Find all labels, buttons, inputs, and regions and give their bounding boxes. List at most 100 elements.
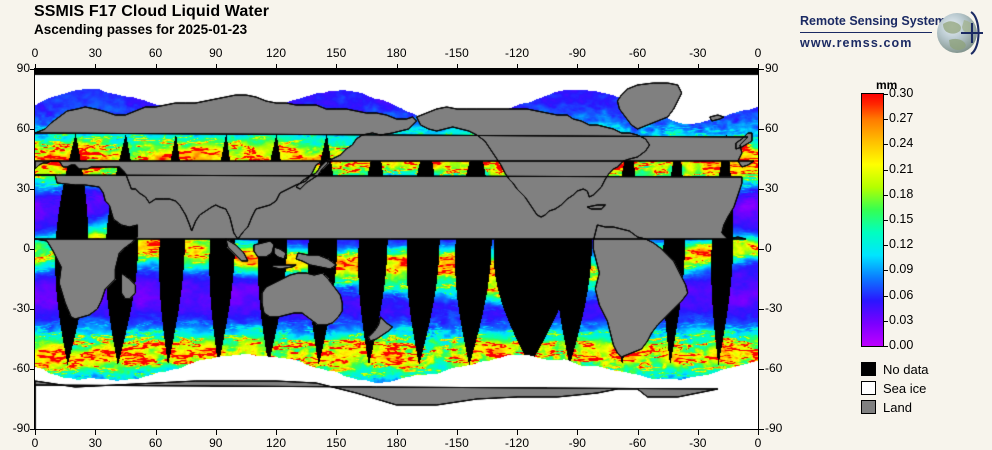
logo-divider [800, 32, 932, 33]
x-axis-label: 90 [209, 46, 223, 60]
colorbar-tick-label: 0.30 [889, 86, 914, 100]
y-tick-mark [759, 369, 764, 370]
y-tick-mark [759, 309, 764, 310]
map-plot-area[interactable] [34, 68, 759, 430]
x-axis-label: -120 [504, 436, 530, 450]
colorbar-tick-label: 0.00 [889, 338, 914, 352]
x-tick-mark [697, 64, 699, 69]
x-axis-label: 180 [386, 436, 407, 450]
x-axis-label: 120 [265, 46, 287, 60]
globe-icon [931, 6, 985, 65]
x-tick-mark [577, 64, 579, 69]
y-axis-label: -30 [765, 301, 783, 315]
map-legend: No data Sea ice Land [861, 360, 929, 417]
x-tick-mark [276, 64, 277, 69]
x-axis-label: -90 [568, 46, 586, 60]
colorbar-tick-label: 0.03 [889, 312, 914, 327]
x-axis-label: -60 [628, 46, 647, 60]
x-tick-mark [637, 64, 639, 69]
x-axis-label: 150 [326, 436, 347, 450]
y-axis-label: -60 [765, 361, 783, 375]
colorbar-tick-mark [883, 94, 888, 95]
x-tick-mark [637, 430, 639, 435]
y-tick-mark [30, 249, 35, 250]
x-tick-mark [577, 430, 579, 435]
cloud-liquid-water-heatmap [35, 69, 758, 429]
y-tick-mark [759, 189, 764, 190]
colorbar-tick-label: 0.12 [889, 237, 914, 252]
colorbar-tick-mark [883, 320, 888, 322]
colorbar-tick-mark [883, 245, 888, 247]
colorbar-tick-label: 0.18 [889, 186, 914, 201]
y-tick-mark [759, 249, 764, 250]
colorbar-tick-mark [883, 144, 888, 146]
x-axis-label: -150 [444, 436, 469, 450]
x-axis-label: 0 [754, 46, 762, 60]
x-tick-mark [517, 430, 518, 435]
colorbar-tick-label: 0.27 [889, 111, 914, 126]
x-tick-mark [456, 64, 458, 69]
colorbar-unit-label: mm [876, 78, 898, 92]
x-tick-mark [517, 64, 518, 69]
x-axis-label: 0 [754, 436, 762, 450]
x-axis-label: -30 [689, 436, 707, 450]
x-tick-mark [215, 430, 217, 435]
y-tick-mark [759, 129, 764, 130]
x-axis-label: 150 [326, 46, 347, 60]
y-tick-mark [30, 69, 35, 70]
colorbar-tick-mark [883, 270, 888, 272]
logo-company-name: Remote Sensing Systems [800, 14, 953, 28]
legend-label: Land [883, 399, 912, 415]
x-tick-mark [95, 430, 97, 435]
legend-swatch [861, 362, 876, 376]
colorbar-tick-mark [883, 119, 888, 121]
x-tick-mark [215, 64, 217, 69]
y-axis-label: -90 [12, 421, 30, 435]
legend-item: Sea ice [861, 379, 929, 397]
y-tick-mark [30, 189, 35, 190]
y-axis-label: -60 [12, 361, 30, 375]
colorbar-tick-label: 0.15 [889, 212, 914, 226]
x-axis-label: -90 [568, 436, 586, 450]
colorbar-tick-label: 0.09 [889, 262, 914, 277]
y-tick-mark [30, 309, 35, 310]
x-tick-mark [95, 64, 97, 69]
colorbar-tick-mark [883, 346, 888, 347]
y-tick-mark [30, 129, 35, 130]
x-axis-label: -150 [444, 46, 469, 60]
colorbar-tick-mark [883, 220, 888, 221]
x-tick-mark [758, 64, 759, 69]
x-tick-mark [276, 430, 277, 435]
title-block: SSMIS F17 Cloud Liquid Water Ascending p… [34, 2, 269, 38]
legend-item: No data [861, 360, 929, 378]
x-axis-label: 180 [386, 46, 407, 60]
colorbar-tick-mark [883, 169, 888, 171]
colorbar-tick-label: 0.06 [889, 287, 914, 302]
legend-swatch [861, 400, 876, 414]
x-tick-mark [155, 64, 157, 69]
legend-label: No data [883, 361, 929, 377]
y-axis-label: -90 [765, 421, 783, 435]
legend-item: Land [861, 398, 929, 416]
x-tick-mark [336, 430, 338, 435]
x-axis-label: 0 [31, 436, 39, 450]
remss-logo[interactable]: Remote Sensing Systems www.remss.com [795, 6, 985, 60]
x-tick-mark [155, 430, 157, 435]
y-tick-mark [30, 429, 35, 430]
x-tick-mark [35, 64, 36, 69]
y-axis-label: 60 [765, 121, 779, 135]
x-axis-label: 30 [88, 436, 102, 450]
x-axis-label: 120 [265, 436, 287, 450]
logo-website-url: www.remss.com [800, 36, 913, 50]
y-axis-label: 60 [16, 121, 30, 135]
x-axis-label: 60 [148, 46, 163, 60]
y-axis-label: 0 [23, 241, 30, 255]
y-axis-label: -30 [12, 301, 30, 315]
colorbar [861, 93, 884, 347]
colorbar-tick-mark [883, 295, 888, 297]
x-axis-label: 30 [88, 46, 102, 60]
x-tick-mark [697, 430, 699, 435]
y-axis-label: 0 [765, 241, 772, 255]
x-tick-mark [396, 64, 398, 69]
x-axis-label: -30 [689, 46, 707, 60]
